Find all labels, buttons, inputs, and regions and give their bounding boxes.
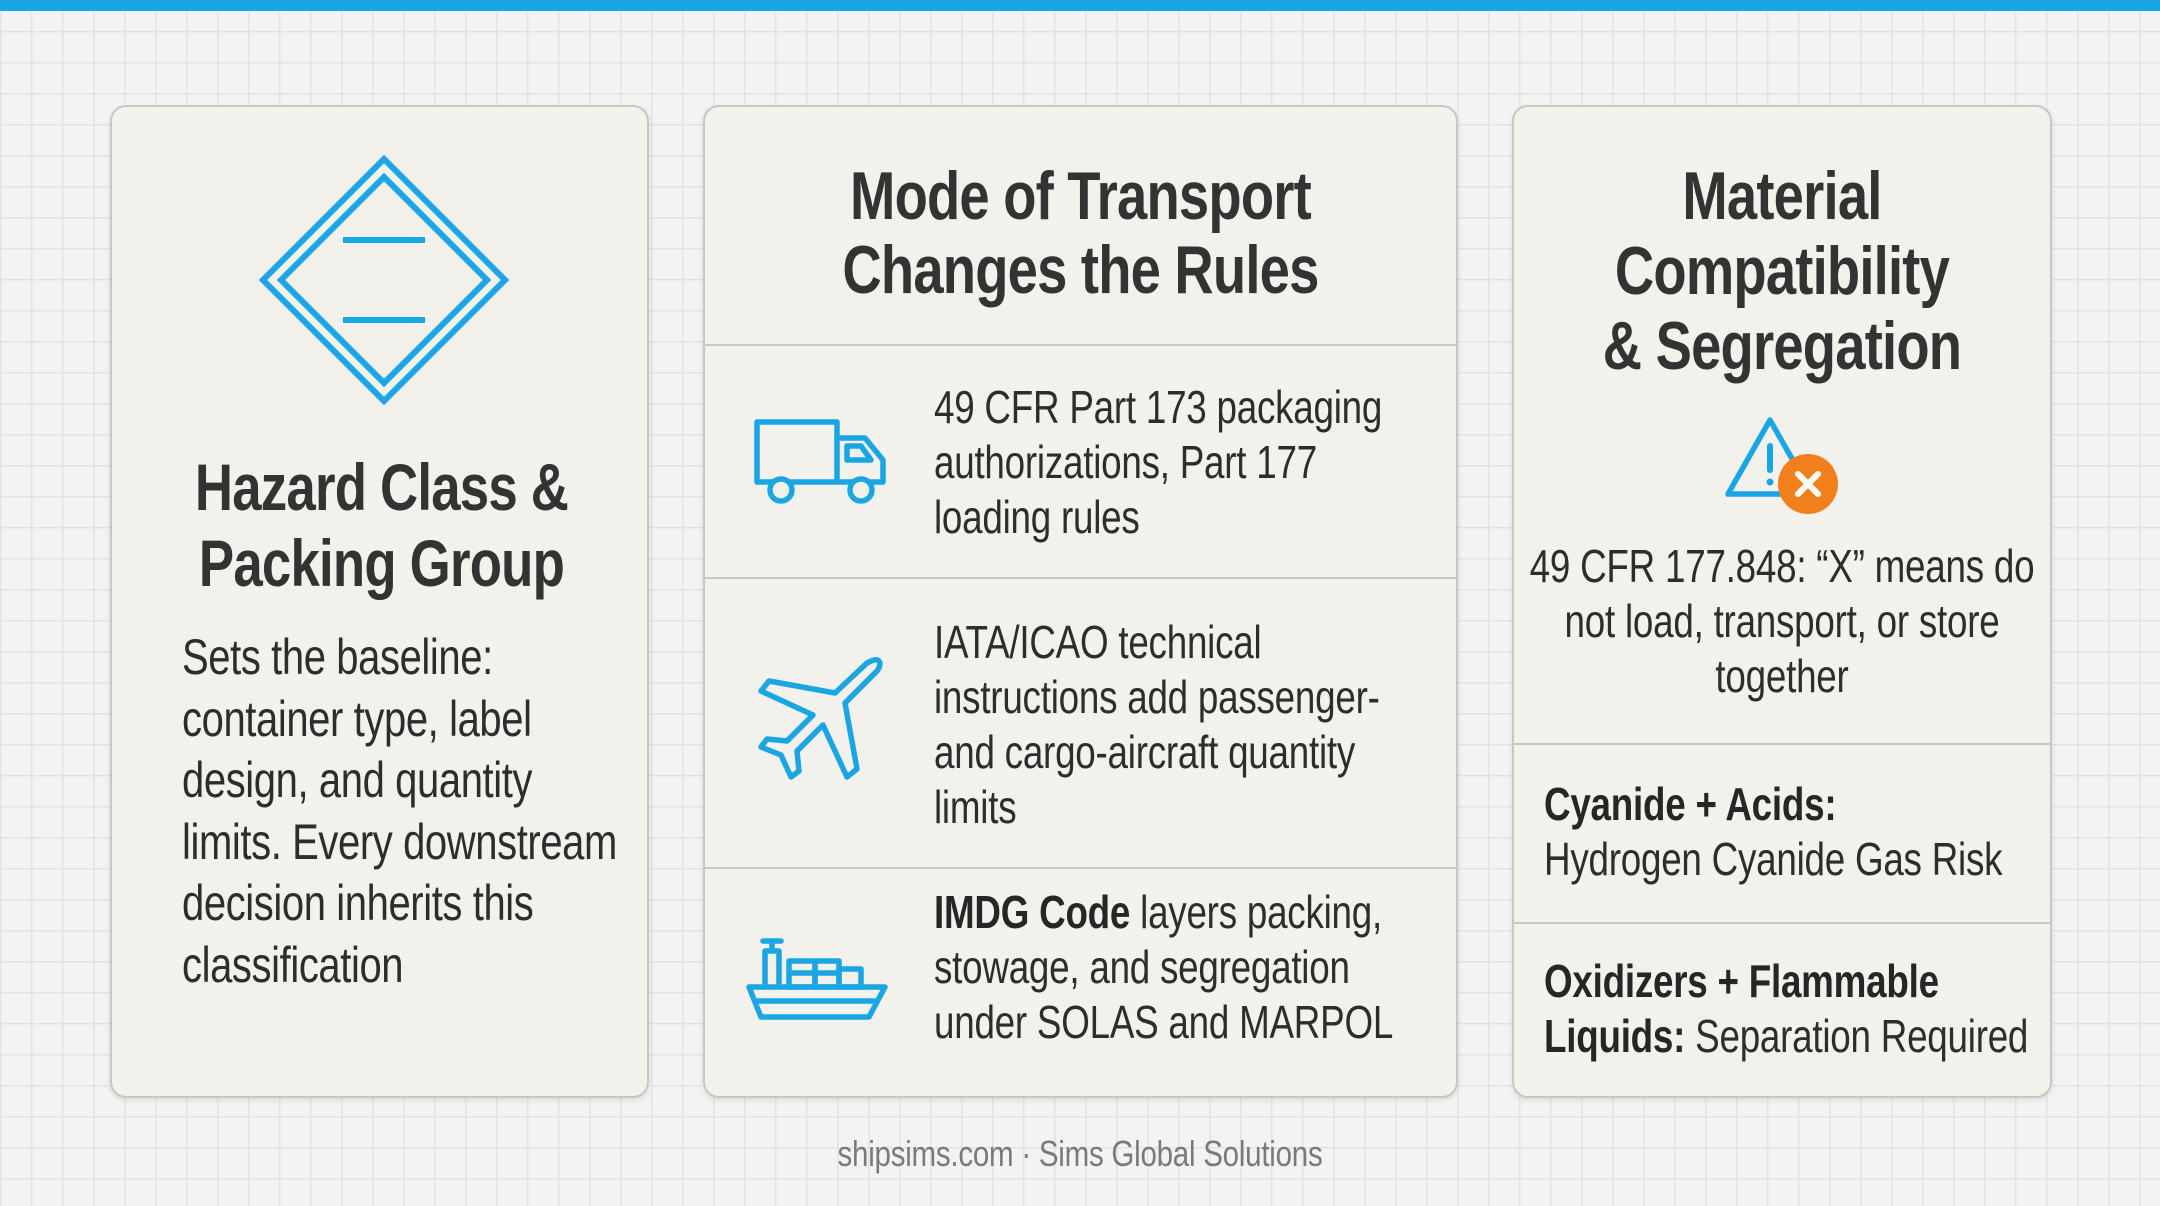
- hazard-class-description: Sets the baseline: container type, label…: [182, 629, 617, 993]
- imdg-code-label: IMDG Code: [934, 886, 1131, 938]
- compatibility-card: Material Compatibility & Segregation 49 …: [1512, 105, 2052, 1098]
- hazard-class-title: Hazard Class & Packing Group: [194, 450, 569, 600]
- truck-icon: [754, 419, 886, 504]
- air-transport-text: IATA/ICAO technical instructions add pas…: [934, 616, 1380, 833]
- cyanide-acids-row: Cyanide + Acids: Hydrogen Cyanide Gas Ris…: [1514, 745, 2050, 924]
- air-transport-row: IATA/ICAO technical instructions add pas…: [705, 579, 1456, 869]
- transport-mode-card: Mode of Transport Changes the Rules 49 C…: [703, 105, 1458, 1098]
- cyanide-acids-text: Cyanide + Acids: Hydrogen Cyanide Gas Ris…: [1544, 778, 2003, 885]
- compatibility-description: 49 CFR 177.848: “X” means do not load, t…: [1529, 540, 2035, 702]
- ship-icon: [746, 938, 888, 1020]
- oxidizers-flammables-row: Oxidizers + Flammable Liquids: Separatio…: [1514, 924, 2050, 1096]
- transport-mode-header: Mode of Transport Changes the Rules: [705, 107, 1456, 346]
- compatibility-header: Material Compatibility & Segregation 49 …: [1514, 107, 2050, 745]
- airplane-icon: [758, 657, 883, 780]
- compatibility-title: Material Compatibility & Segregation: [1602, 158, 1962, 384]
- footer-credit: shipsims.com · Sims Global Solutions: [837, 1133, 1323, 1174]
- ground-transport-text: 49 CFR Part 173 packaging authorizations…: [934, 381, 1383, 543]
- top-accent-bar: [0, 0, 2160, 11]
- sea-transport-row: IMDG Code layers packing, stowage, and s…: [705, 869, 1456, 1096]
- ground-transport-row: 49 CFR Part 173 packaging authorizations…: [705, 346, 1456, 579]
- oxidizers-flammables-text: Oxidizers + Flammable Liquids: Separatio…: [1544, 955, 2029, 1062]
- hazard-class-card: Hazard Class & Packing Group Sets the ba…: [110, 105, 649, 1098]
- hazard-diamond-icon: [259, 155, 509, 405]
- sea-transport-text: IMDG Code layers packing, stowage, and s…: [934, 886, 1394, 1048]
- transport-mode-title: Mode of Transport Changes the Rules: [842, 158, 1319, 308]
- warning-x-icon: [1725, 417, 1838, 514]
